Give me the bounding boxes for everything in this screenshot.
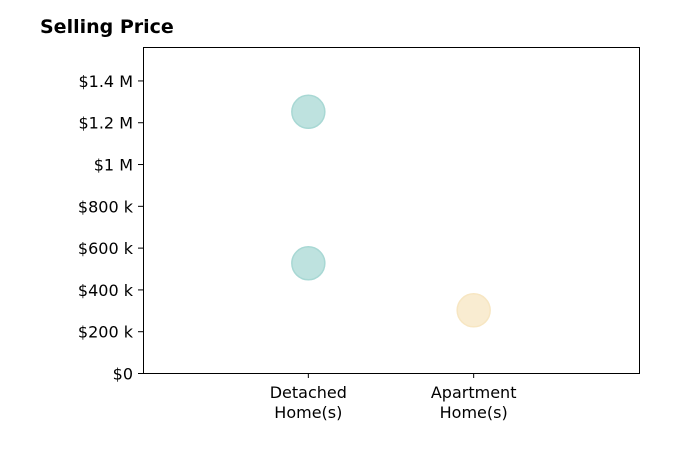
x-tick-label-line: Detached xyxy=(270,383,347,402)
plot-frame xyxy=(143,47,640,374)
data-point xyxy=(291,94,326,130)
chart-title: Selling Price xyxy=(40,16,174,38)
y-tick-label: $1.4 M xyxy=(78,72,133,91)
x-tick-label-line: Home(s) xyxy=(274,403,342,422)
y-tick-label: $400 k xyxy=(78,281,134,300)
y-tick-label: $600 k xyxy=(78,239,134,258)
y-tick-label: $800 k xyxy=(78,197,134,216)
y-tick-label: $0 xyxy=(113,365,133,384)
x-tick-label: Apartment Home(s) xyxy=(431,383,517,422)
y-tick-label: $1.2 M xyxy=(78,114,133,133)
data-point xyxy=(456,293,491,328)
x-tick-label-line: Apartment xyxy=(431,383,517,402)
data-point xyxy=(291,246,326,281)
y-tick-label: $200 k xyxy=(78,323,134,342)
x-tick-label-line: Home(s) xyxy=(440,403,508,422)
x-tick-label: Detached Home(s) xyxy=(270,383,347,422)
y-tick-label: $1 M xyxy=(94,156,133,175)
